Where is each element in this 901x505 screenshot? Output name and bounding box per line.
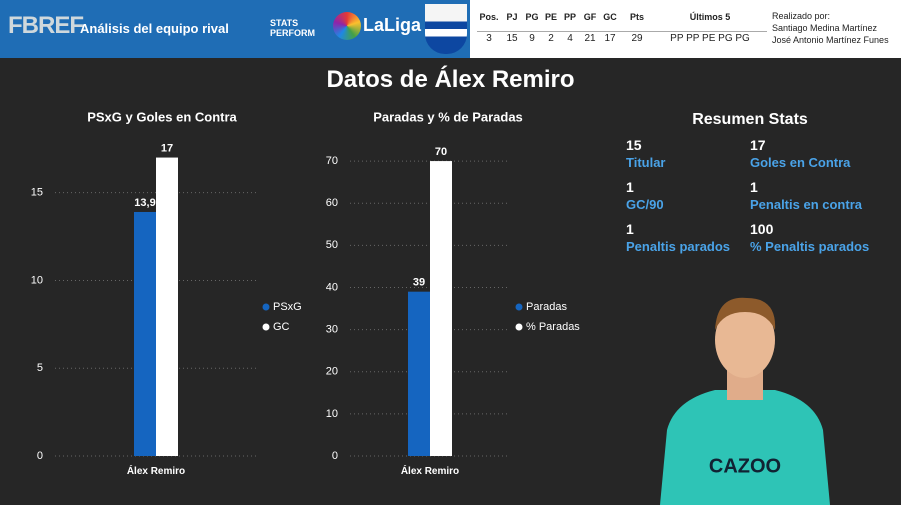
chart-title: PSxG y Goles en Contra [87, 109, 237, 124]
table-header: PP [563, 12, 577, 22]
summary-label: % Penaltis parados [750, 239, 870, 254]
credit-line: José Antonio Martínez Funes [772, 35, 889, 45]
legend-label: PSxG [273, 301, 302, 313]
bar [408, 291, 430, 456]
data-label: 17 [161, 142, 173, 154]
table-header: PG [525, 12, 539, 22]
y-tick-label: 10 [326, 408, 338, 420]
credit-line: Santiago Medina Martínez [772, 23, 878, 33]
y-tick-label: 50 [326, 239, 338, 251]
y-tick-label: 0 [332, 450, 338, 462]
legend-label: Paradas [526, 301, 567, 313]
page-title: Datos de Álex Remiro [326, 66, 575, 93]
summary-title: Resumen Stats [692, 111, 808, 128]
table-cell: 29 [631, 33, 643, 44]
x-tick-label: Álex Remiro [400, 466, 460, 477]
legend-label: % Paradas [526, 321, 580, 333]
player-photo: CAZOO [660, 297, 830, 505]
legend-swatch [262, 303, 270, 311]
summary-value: 1 [626, 221, 634, 237]
table-header: PE [544, 12, 558, 22]
legend-label: GC [273, 321, 290, 333]
summary-value: 1 [750, 179, 758, 195]
svg-text:CAZOO: CAZOO [709, 455, 781, 477]
summary-value: 100 [750, 221, 774, 237]
table-cell: 15 [506, 33, 518, 44]
table-header: Últimos 5 [689, 12, 731, 22]
table-cell: 9 [529, 33, 535, 44]
laliga-logo: LaLiga [363, 15, 422, 35]
table-cell: 21 [584, 33, 596, 44]
table-header: GC [603, 12, 617, 22]
summary-label: Titular [626, 155, 666, 170]
y-tick-label: 40 [326, 281, 338, 293]
y-tick-label: 30 [326, 324, 338, 336]
bar [156, 157, 178, 457]
table-cell: 4 [567, 33, 573, 44]
stats-perform-logo: STATS PERFORM [270, 18, 315, 38]
legend-swatch [515, 323, 523, 331]
summary-label: GC/90 [626, 197, 664, 212]
laliga-icon [333, 12, 361, 40]
table-rule [477, 31, 767, 32]
summary-value: 15 [626, 137, 642, 153]
y-tick-label: 15 [31, 187, 43, 199]
summary-label: Penaltis parados [626, 239, 731, 254]
summary-label: Goles en Contra [750, 155, 851, 170]
y-tick-label: 60 [326, 197, 338, 209]
table-cell: PP PP PE PG PG [670, 33, 750, 44]
data-label: 39 [413, 277, 425, 289]
table-cell: 17 [604, 33, 616, 44]
table-cell: 2 [548, 33, 554, 44]
fbref-logo: FBREF [8, 12, 84, 39]
data-label: 70 [435, 146, 447, 158]
table-header: Pts [629, 12, 645, 22]
summary-value: 17 [750, 137, 766, 153]
summary-label: Penaltis en contra [750, 197, 862, 212]
header-table-area [470, 0, 901, 58]
table-header: Pos. [479, 12, 499, 22]
legend-swatch [515, 303, 523, 311]
chart-title: Paradas y % de Paradas [373, 109, 523, 124]
legend-swatch [262, 323, 270, 331]
y-tick-label: 0 [37, 450, 43, 462]
table-header: PJ [506, 12, 518, 22]
table-header: GF [583, 12, 597, 22]
club-crest [425, 4, 467, 54]
summary-value: 1 [626, 179, 634, 195]
y-tick-label: 20 [326, 366, 338, 378]
header-band [0, 0, 470, 58]
bar [430, 161, 452, 457]
header-title: Análisis del equipo rival [80, 21, 229, 36]
y-tick-label: 5 [37, 362, 43, 374]
credit-line: Realizado por: [772, 11, 831, 21]
x-tick-label: Álex Remiro [126, 466, 186, 477]
y-tick-label: 10 [31, 274, 43, 286]
bar [134, 211, 156, 456]
data-label: 13,9 [134, 197, 155, 209]
y-tick-label: 70 [326, 155, 338, 167]
table-cell: 3 [486, 33, 492, 44]
